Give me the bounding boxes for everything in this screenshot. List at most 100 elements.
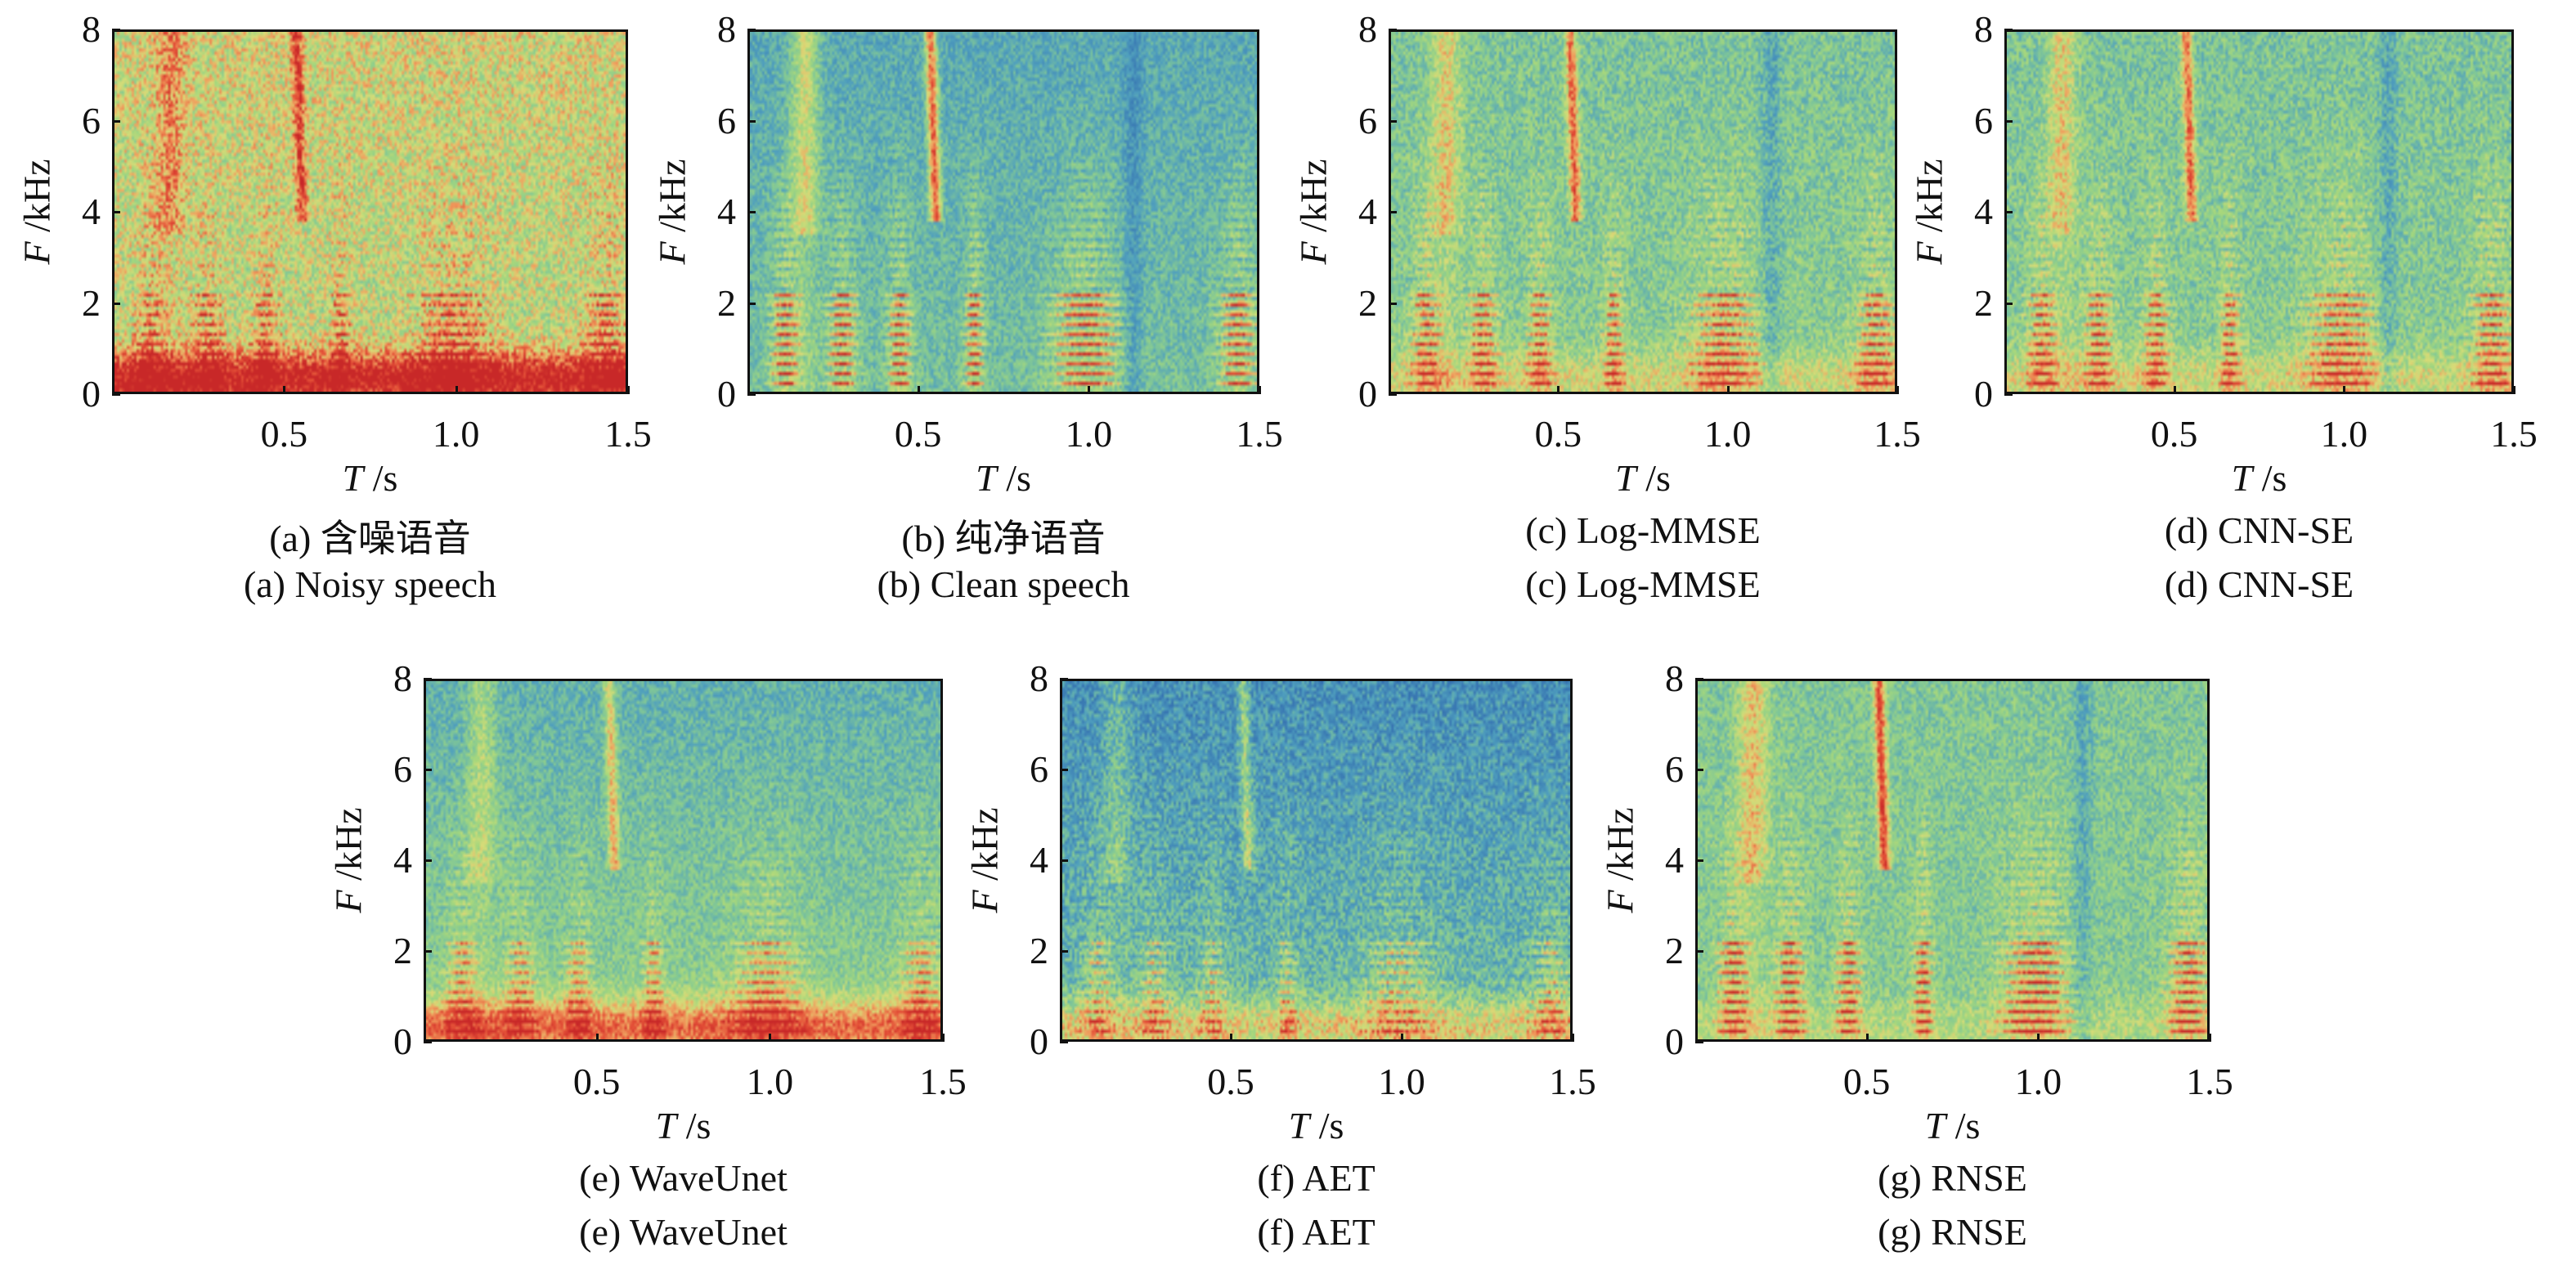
y-tick-label: 4 — [393, 839, 412, 881]
x-tick-label: 1.0 — [432, 413, 480, 455]
caption-chinese: (f) AET — [1257, 1157, 1376, 1199]
y-tick-mark — [424, 950, 432, 953]
x-axis-unit: /s — [1945, 1105, 1981, 1146]
x-tick-mark — [1401, 1034, 1403, 1042]
y-tick-label: 2 — [1665, 930, 1684, 971]
y-tick-mark — [1695, 678, 1703, 680]
y-tick-label: 4 — [1030, 839, 1048, 881]
x-axis-variable: T — [976, 457, 997, 499]
y-tick-label: 0 — [1665, 1021, 1684, 1062]
y-tick-label: 8 — [393, 657, 412, 699]
y-axis-unit: /kHz — [327, 807, 370, 890]
spectrogram-heatmap — [1062, 681, 1570, 1039]
y-axis-unit: /kHz — [1599, 807, 1641, 890]
y-tick-mark — [747, 393, 756, 396]
x-axis-variable: T — [2231, 457, 2253, 499]
y-tick-mark — [1060, 859, 1068, 862]
x-tick-label: 1.0 — [746, 1061, 794, 1102]
y-axis-unit: /kHz — [963, 807, 1006, 890]
y-tick-label: 6 — [717, 99, 736, 141]
y-tick-mark — [2004, 119, 2013, 123]
x-tick-mark — [1896, 386, 1899, 394]
y-tick-label: 0 — [1030, 1021, 1048, 1062]
x-tick-mark — [1726, 386, 1730, 394]
y-tick-mark — [1060, 950, 1068, 953]
x-tick-mark — [2513, 386, 2515, 394]
caption-chinese: (g) RNSE — [1878, 1157, 2027, 1199]
x-axis-variable: T — [1288, 1105, 1310, 1146]
caption-chinese: (a) 含噪语音 — [269, 518, 471, 559]
x-tick-mark — [455, 386, 458, 394]
y-tick-mark — [112, 29, 120, 31]
y-tick-mark — [1060, 769, 1068, 771]
y-tick-label: 6 — [1665, 748, 1684, 790]
y-tick-label: 0 — [1358, 373, 1377, 415]
y-tick-label: 8 — [82, 8, 101, 50]
y-axis-variable: F — [651, 241, 693, 265]
x-tick-label: 0.5 — [1207, 1061, 1254, 1102]
y-tick-mark — [1389, 302, 1397, 305]
x-axis-unit: /s — [363, 457, 398, 499]
x-tick-label: 1.5 — [919, 1061, 967, 1102]
x-tick-mark — [627, 386, 630, 394]
x-tick-label: 1.5 — [2186, 1061, 2233, 1102]
y-axis-variable: F — [963, 890, 1006, 913]
y-tick-label: 8 — [1030, 657, 1048, 699]
y-tick-mark — [747, 211, 756, 213]
heatmap-plot-area — [1389, 29, 1897, 394]
x-tick-mark — [595, 1034, 599, 1042]
y-tick-mark — [2004, 302, 2013, 305]
x-tick-label: 1.0 — [2014, 1061, 2062, 1102]
y-tick-label: 0 — [717, 373, 736, 415]
x-axis-unit: /s — [1636, 457, 1671, 499]
caption-chinese: (e) WaveUnet — [579, 1157, 788, 1199]
y-axis-label: F /kHz — [16, 159, 59, 264]
y-tick-mark — [1695, 859, 1703, 862]
y-tick-mark — [2004, 211, 2013, 213]
x-tick-mark — [1572, 1034, 1574, 1042]
y-tick-label: 6 — [1974, 99, 1993, 141]
caption-english: (g) RNSE — [1878, 1211, 2027, 1253]
y-axis-unit: /kHz — [1292, 159, 1335, 242]
x-tick-mark — [283, 386, 286, 394]
y-tick-label: 2 — [393, 930, 412, 971]
y-tick-label: 6 — [1358, 99, 1377, 141]
x-axis-variable: T — [1615, 457, 1636, 499]
y-axis-variable: F — [1292, 241, 1335, 265]
y-tick-mark — [1695, 950, 1703, 953]
y-axis-unit: /kHz — [1908, 159, 1950, 242]
y-tick-label: 6 — [82, 99, 101, 141]
x-axis-variable: T — [1924, 1105, 1946, 1146]
spectrogram-heatmap — [2007, 32, 2511, 392]
x-tick-mark — [942, 1034, 945, 1042]
y-tick-mark — [1389, 211, 1397, 213]
x-tick-label: 1.5 — [2490, 413, 2538, 455]
y-tick-mark — [1389, 119, 1397, 123]
y-tick-mark — [2004, 393, 2013, 396]
spectrogram-heatmap — [1698, 681, 2207, 1039]
x-tick-label: 1.5 — [1874, 413, 1921, 455]
x-axis-label: T /s — [2232, 456, 2287, 500]
spectrogram-heatmap — [114, 32, 626, 392]
y-tick-mark — [2004, 29, 2013, 31]
y-tick-mark — [1695, 1041, 1703, 1043]
y-tick-label: 6 — [393, 748, 412, 790]
x-tick-mark — [1865, 1034, 1869, 1042]
y-tick-label: 0 — [82, 373, 101, 415]
y-tick-label: 2 — [717, 281, 736, 324]
heatmap-plot-area — [112, 29, 628, 394]
x-axis-unit: /s — [996, 457, 1031, 499]
y-tick-mark — [747, 29, 756, 31]
caption-english: (d) CNN-SE — [2164, 563, 2354, 605]
y-axis-label: F /kHz — [1292, 159, 1335, 264]
caption-chinese: (c) Log-MMSE — [1525, 509, 1761, 551]
y-tick-mark — [112, 211, 120, 213]
heatmap-plot-area — [1695, 679, 2210, 1042]
caption-english: (e) WaveUnet — [579, 1211, 788, 1253]
x-axis-label: T /s — [1925, 1104, 1981, 1147]
y-tick-label: 0 — [393, 1021, 412, 1062]
spectrogram-heatmap — [750, 32, 1257, 392]
y-tick-mark — [747, 302, 756, 305]
y-tick-label: 8 — [1974, 8, 1993, 50]
y-axis-label: F /kHz — [327, 807, 370, 913]
